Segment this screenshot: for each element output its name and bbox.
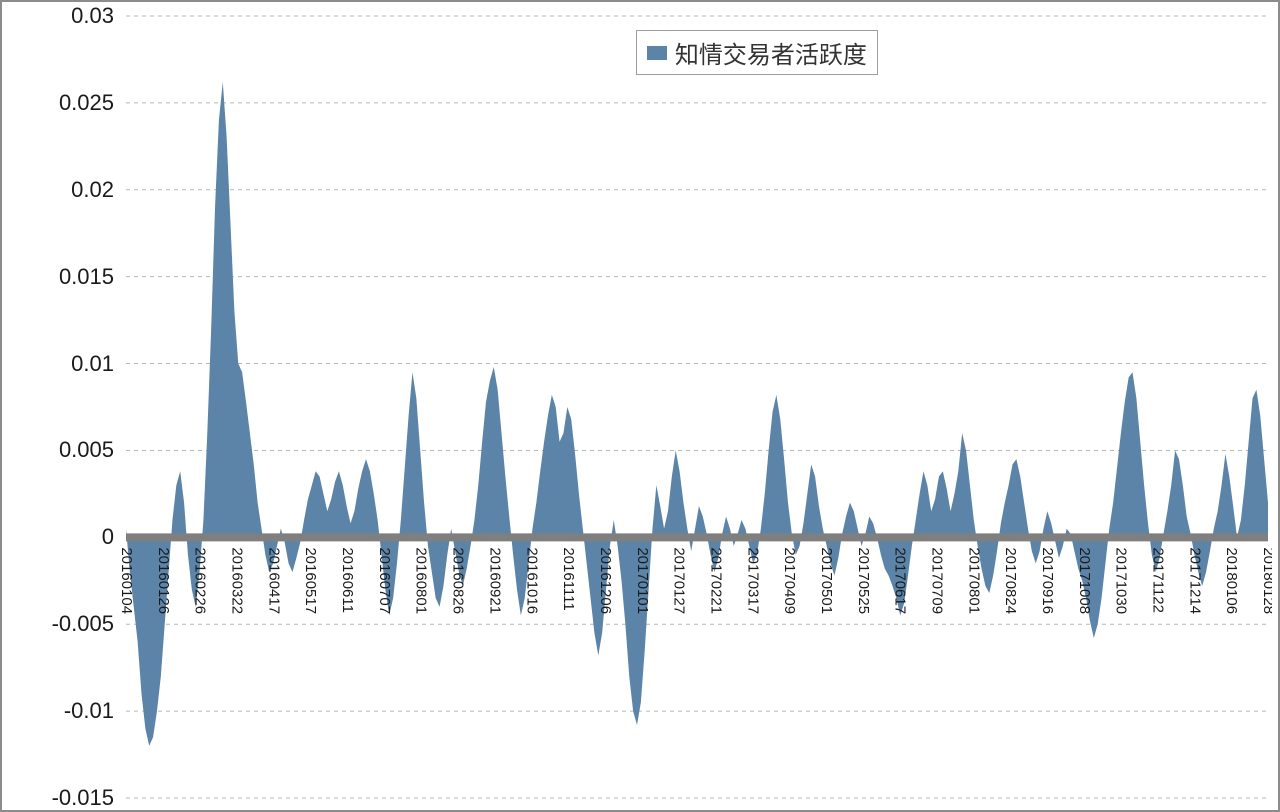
svg-text:20160611: 20160611 (339, 547, 356, 613)
svg-text:20180128: 20180128 (1260, 547, 1272, 614)
y-tick-label: 0.005 (2, 437, 114, 463)
y-tick-label: -0.015 (2, 785, 114, 811)
svg-text:20170409: 20170409 (781, 547, 798, 614)
svg-text:20171214: 20171214 (1186, 547, 1203, 614)
y-tick-label: 0.015 (2, 264, 114, 290)
svg-text:20160801: 20160801 (413, 547, 430, 614)
svg-text:20170317: 20170317 (744, 547, 761, 614)
svg-text:20161016: 20161016 (523, 547, 540, 614)
svg-text:20160126: 20160126 (155, 547, 172, 614)
chart-frame: 20160104 20160126 20160226 20160322 20160417… (0, 0, 1280, 812)
y-tick-label: 0.025 (2, 90, 114, 116)
svg-text:20160921: 20160921 (486, 547, 503, 614)
svg-text:20160104: 20160104 (122, 547, 135, 614)
svg-text:20160417: 20160417 (265, 547, 282, 614)
svg-text:20171008: 20171008 (1076, 547, 1093, 614)
svg-text:20170824: 20170824 (1002, 547, 1019, 614)
y-tick-label: -0.01 (2, 698, 114, 724)
svg-text:20170501: 20170501 (818, 547, 835, 614)
svg-text:20170525: 20170525 (855, 547, 872, 614)
area-chart: 20160104 20160126 20160226 20160322 20160417… (122, 12, 1272, 802)
y-tick-label: 0.03 (2, 3, 114, 29)
svg-text:20160322: 20160322 (229, 547, 246, 614)
gridlines (126, 16, 1268, 798)
svg-text:20160707: 20160707 (376, 547, 393, 614)
svg-text:20171122: 20171122 (1150, 547, 1167, 613)
svg-text:20170221: 20170221 (707, 547, 724, 614)
y-tick-label: 0 (2, 524, 114, 550)
y-tick-label: -0.005 (2, 611, 114, 637)
svg-text:20170101: 20170101 (634, 547, 651, 614)
svg-text:20170127: 20170127 (671, 547, 688, 614)
svg-text:20170709: 20170709 (928, 547, 945, 614)
legend: 知情交易者活跃度 (636, 30, 878, 75)
svg-text:20171030: 20171030 (1113, 547, 1130, 614)
svg-text:20160226: 20160226 (192, 547, 209, 614)
svg-text:20160826: 20160826 (450, 547, 467, 614)
svg-text:20170916: 20170916 (1039, 547, 1056, 614)
svg-text:20161111: 20161111 (560, 547, 577, 610)
y-tick-label: 0.01 (2, 351, 114, 377)
svg-text:20170617: 20170617 (892, 547, 909, 614)
svg-text:20160517: 20160517 (302, 547, 319, 614)
svg-text:20161206: 20161206 (597, 547, 614, 614)
svg-text:20170801: 20170801 (965, 547, 982, 614)
svg-text:20180106: 20180106 (1223, 547, 1240, 614)
legend-swatch (647, 46, 667, 60)
y-tick-label: 0.02 (2, 177, 114, 203)
series-area (126, 82, 1268, 746)
legend-label: 知情交易者活跃度 (675, 35, 867, 70)
